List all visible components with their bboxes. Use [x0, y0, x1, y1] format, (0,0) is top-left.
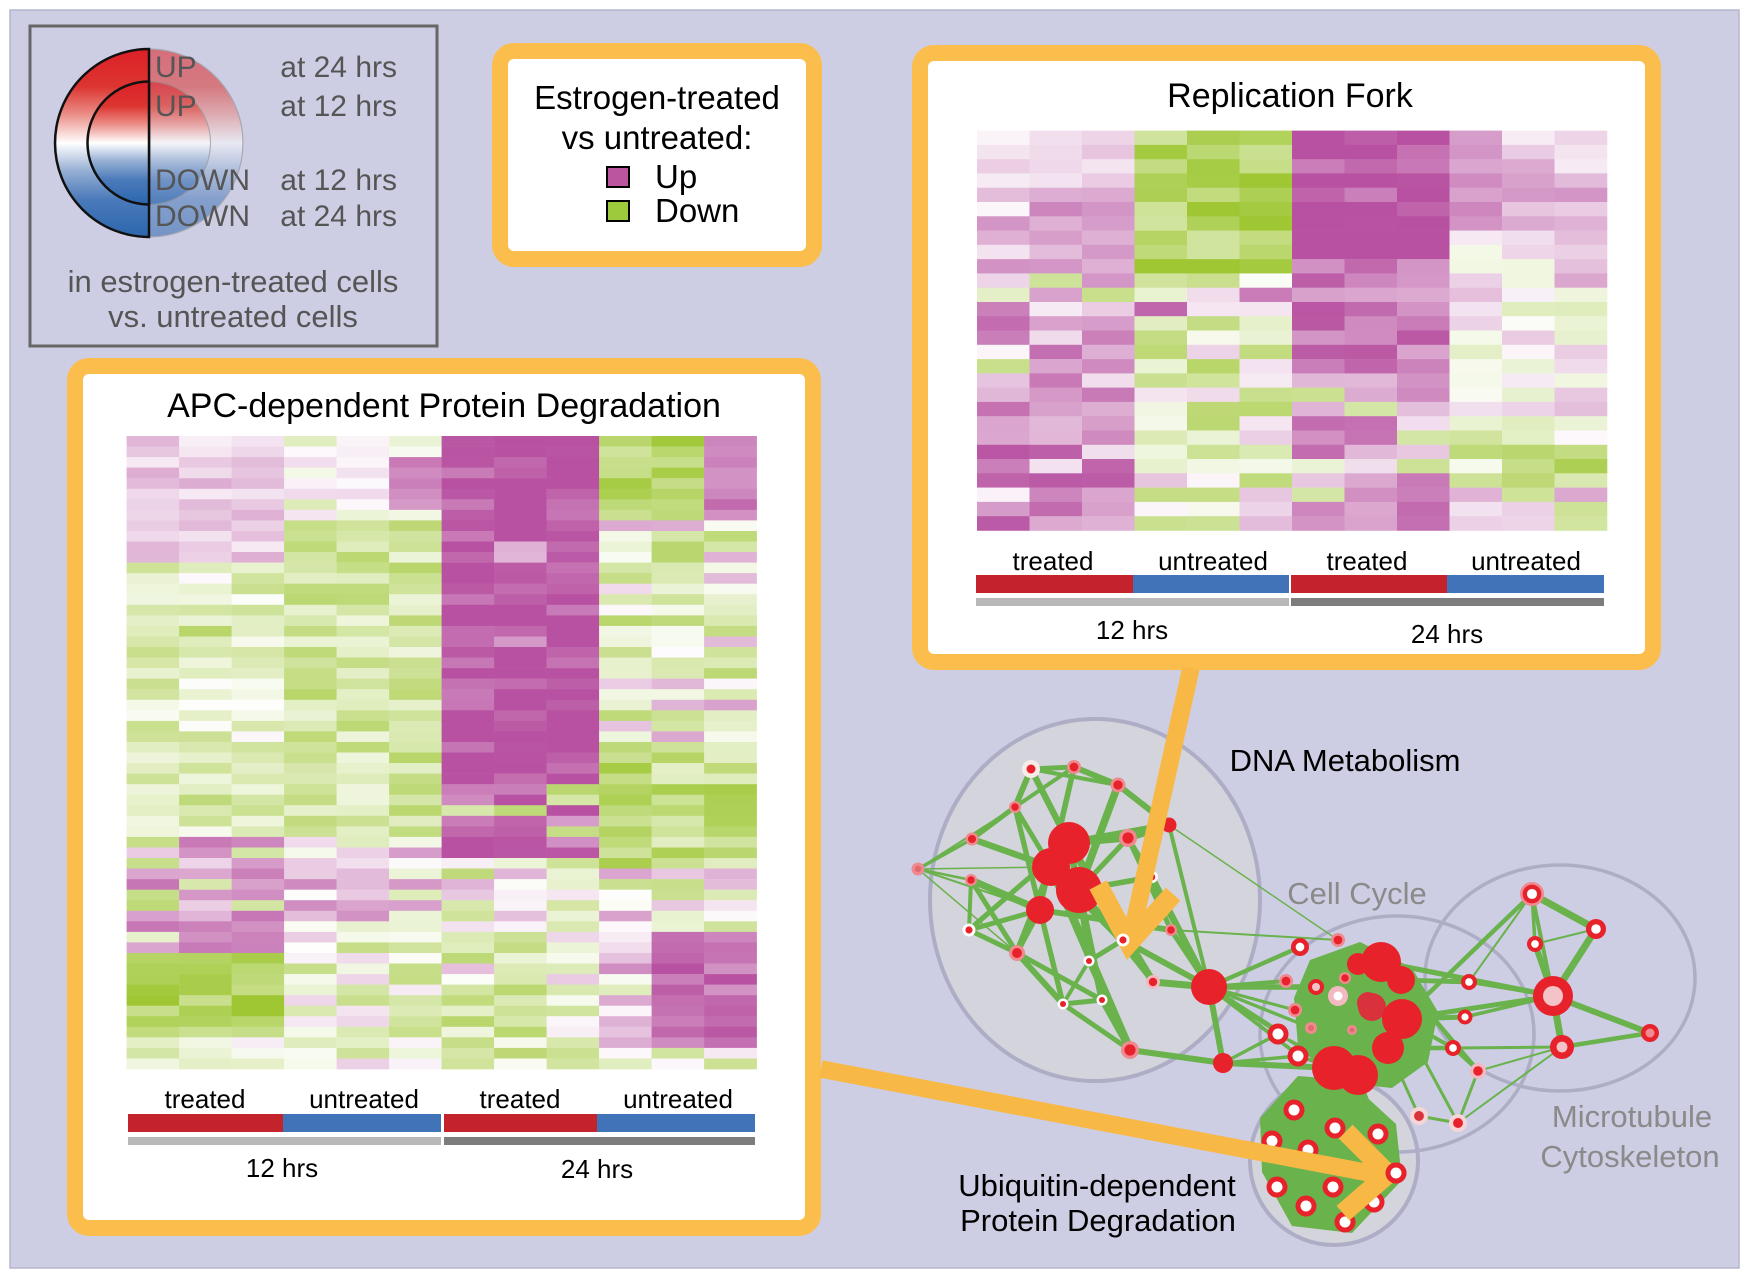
svg-text:UP: UP — [155, 51, 197, 84]
svg-text:in estrogen-treated cells: in estrogen-treated cells — [68, 264, 399, 299]
svg-text:DOWN: DOWN — [155, 164, 250, 197]
svg-text:vs. untreated cells: vs. untreated cells — [108, 299, 358, 334]
svg-text:treated: treated — [165, 1084, 246, 1114]
svg-text:DOWN: DOWN — [155, 200, 250, 233]
svg-text:Cell Cycle: Cell Cycle — [1287, 876, 1427, 911]
svg-text:Down: Down — [655, 192, 739, 229]
svg-text:Ubiquitin-dependent: Ubiquitin-dependent — [958, 1168, 1236, 1203]
svg-text:UP: UP — [155, 90, 197, 123]
svg-text:DNA Metabolism: DNA Metabolism — [1230, 743, 1461, 778]
svg-text:APC-dependent Protein Degradat: APC-dependent Protein Degradation — [167, 387, 721, 425]
svg-text:untreated: untreated — [1158, 546, 1268, 576]
svg-text:treated: treated — [1013, 546, 1094, 576]
svg-text:12 hrs: 12 hrs — [246, 1153, 318, 1183]
svg-text:24 hrs: 24 hrs — [1411, 619, 1483, 649]
svg-text:at 24 hrs: at 24 hrs — [280, 51, 397, 84]
svg-text:12 hrs: 12 hrs — [1096, 615, 1168, 645]
svg-text:at 12 hrs: at 12 hrs — [280, 164, 397, 197]
svg-text:Up: Up — [655, 158, 697, 195]
svg-text:Estrogen-treated: Estrogen-treated — [534, 79, 780, 116]
svg-text:Replication Fork: Replication Fork — [1167, 77, 1414, 115]
svg-text:untreated: untreated — [309, 1084, 419, 1114]
svg-text:treated: treated — [1327, 546, 1408, 576]
svg-text:at 24 hrs: at 24 hrs — [280, 200, 397, 233]
svg-text:at 12 hrs: at 12 hrs — [280, 90, 397, 123]
svg-text:Cytoskeleton: Cytoskeleton — [1540, 1139, 1719, 1174]
svg-text:Microtubule: Microtubule — [1552, 1099, 1712, 1134]
svg-text:treated: treated — [480, 1084, 561, 1114]
svg-text:24 hrs: 24 hrs — [561, 1154, 633, 1184]
svg-text:untreated: untreated — [1471, 546, 1581, 576]
svg-text:untreated: untreated — [623, 1084, 733, 1114]
svg-text:Protein Degradation: Protein Degradation — [960, 1203, 1236, 1238]
svg-text:vs untreated:: vs untreated: — [562, 119, 753, 156]
